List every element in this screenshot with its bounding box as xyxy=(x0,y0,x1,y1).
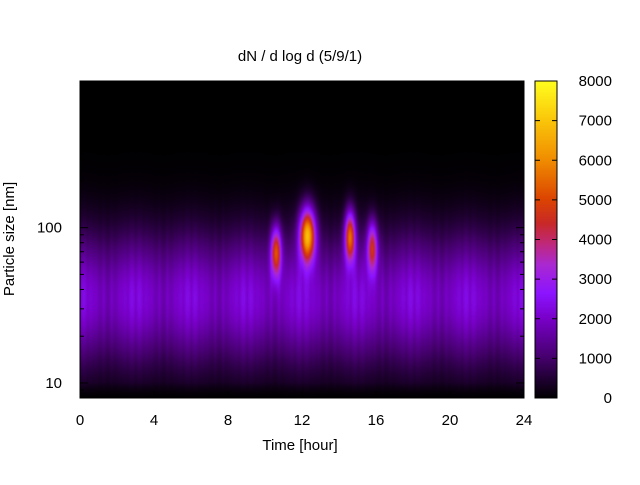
colorbar-tick-label: 5000 xyxy=(579,192,612,209)
x-tick-label: 4 xyxy=(150,412,158,429)
colorbar-tick-label: 8000 xyxy=(579,73,612,90)
x-tick-label: 16 xyxy=(368,412,385,429)
chart-title: dN / d log d (5/9/1) xyxy=(238,48,362,65)
plot-area xyxy=(79,80,525,399)
x-tick-label: 8 xyxy=(224,412,232,429)
x-axis-label: Time [hour] xyxy=(262,437,337,454)
x-tick-label: 20 xyxy=(442,412,459,429)
y-axis: 10 100 xyxy=(37,86,524,392)
colorbar-tick-label: 3000 xyxy=(579,271,612,288)
colorbar-tick-label: 0 xyxy=(604,390,612,407)
y-tick-label: 10 xyxy=(45,375,62,392)
heatmap-image xyxy=(80,81,524,398)
y-axis-label: Particle size [nm] xyxy=(1,182,18,296)
x-tick-label: 12 xyxy=(294,412,311,429)
colorbar-axis: 0 1000 2000 3000 4000 5000 6000 7000 8000 xyxy=(535,73,612,407)
x-tick-label: 24 xyxy=(516,412,533,429)
colorbar-tick-label: 4000 xyxy=(579,232,612,249)
x-axis: 0 4 8 12 16 20 24 xyxy=(76,81,533,429)
colorbar-tick-label: 6000 xyxy=(579,152,612,169)
x-tick-label: 0 xyxy=(76,412,84,429)
colorbar-tick-label: 2000 xyxy=(579,311,612,328)
colorbar-gradient xyxy=(535,81,557,398)
colorbar-tick-label: 7000 xyxy=(579,113,612,130)
colorbar-tick-label: 1000 xyxy=(579,350,612,367)
y-tick-label: 100 xyxy=(37,220,62,237)
